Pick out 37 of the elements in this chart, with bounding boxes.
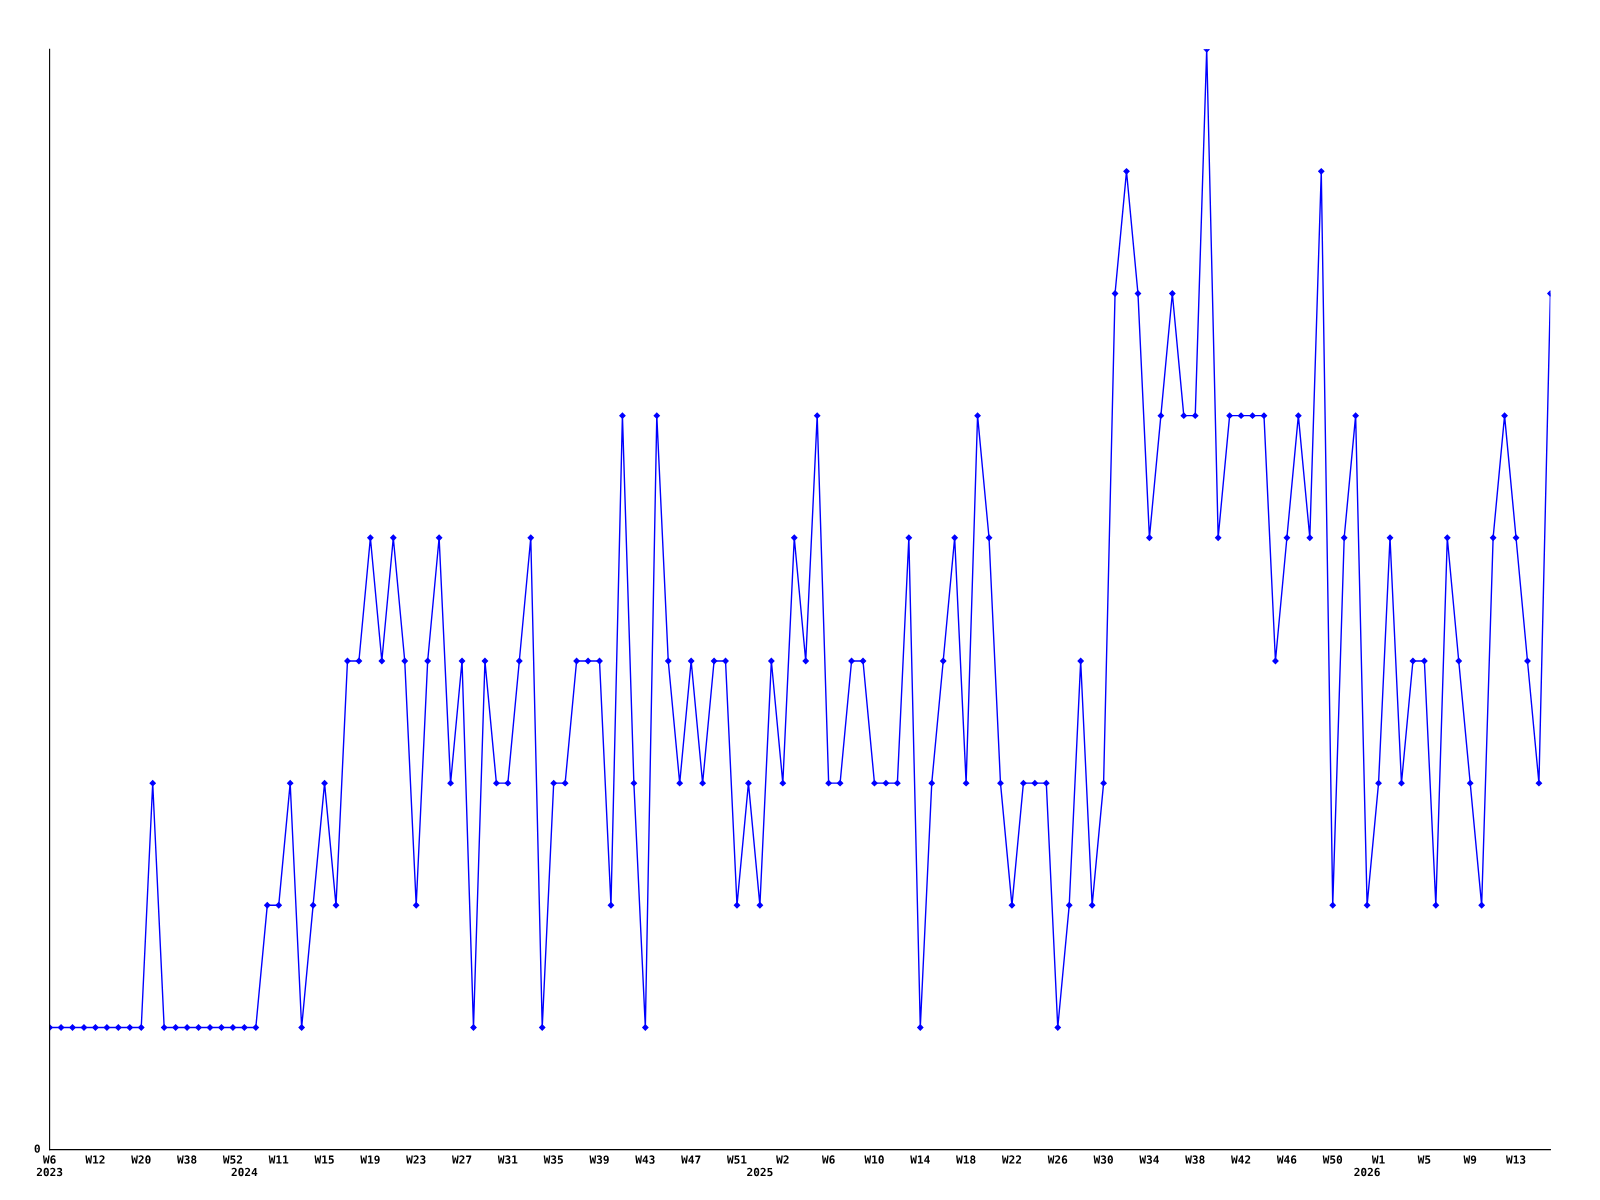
x-tick-label: W15 — [314, 1155, 334, 1164]
x-tick-label: W9 — [1463, 1155, 1477, 1164]
x-tick-label: W46 — [1276, 1155, 1297, 1164]
x-tick-label: W6 — [821, 1155, 835, 1164]
x-tick-label: 2024 — [231, 1167, 258, 1177]
x-tick-label: W20 — [131, 1155, 151, 1164]
x-tick-label: W6 2023 — [36, 1155, 63, 1177]
x-tick-label: W51 — [726, 1155, 747, 1164]
x-tick-label: W47 — [681, 1155, 701, 1164]
x-tick-label: W18 — [956, 1155, 976, 1164]
x-tick-label: W14 — [910, 1155, 930, 1164]
x-tick-label: W26 — [1047, 1155, 1068, 1164]
x-tick-label: W38 — [1185, 1155, 1205, 1164]
x-tick-label: W23 — [406, 1155, 426, 1164]
x-tick-label: W38 — [177, 1155, 197, 1164]
x-tick-label: W19 — [360, 1155, 380, 1164]
x-tick-label: W34 — [1139, 1155, 1159, 1164]
x-tick-label: W12 — [85, 1155, 105, 1164]
x-tick-label: W50 — [1322, 1155, 1343, 1164]
x-tick-label: W13 — [1506, 1155, 1526, 1164]
x-tick-label: 2025 — [747, 1167, 773, 1177]
text: 0 — [34, 1144, 40, 1153]
x-tick-label: W30 — [1093, 1155, 1113, 1164]
x-tick-label: W43 — [635, 1155, 655, 1164]
x-tick-label: W2 — [776, 1155, 789, 1164]
x-tick-label: W1 — [1371, 1155, 1385, 1164]
x-tick-label: W22 — [1001, 1155, 1022, 1164]
x-tick-label: W27 — [452, 1155, 472, 1164]
x-tick-label: W39 — [589, 1155, 609, 1164]
x-tick-label: W31 — [497, 1155, 518, 1164]
x-tick-label: W42 — [1231, 1155, 1251, 1164]
x-tick-label: W52 — [222, 1155, 243, 1164]
x-tick-label: W11 — [268, 1155, 289, 1164]
x-tick-label: 2026 — [1354, 1167, 1380, 1177]
x-tick-label: W5 — [1417, 1155, 1431, 1164]
x-tick-label: W10 — [864, 1155, 884, 1164]
x-tick-label: W35 — [543, 1155, 563, 1164]
